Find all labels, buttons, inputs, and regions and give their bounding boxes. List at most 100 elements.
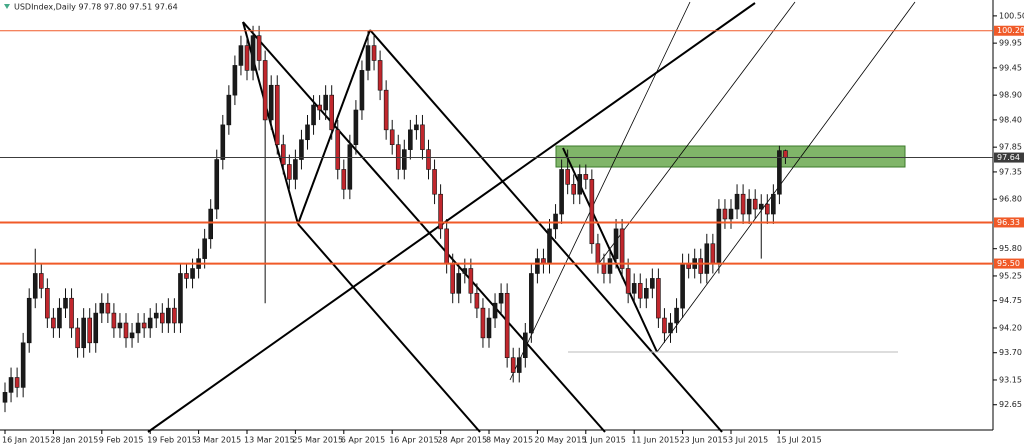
candle-body xyxy=(99,302,105,314)
candle-body xyxy=(401,149,407,170)
candle-body xyxy=(365,45,371,71)
candle-body xyxy=(420,124,425,150)
candle-body xyxy=(51,317,56,329)
candle-body xyxy=(408,129,413,150)
candle-body xyxy=(75,327,80,349)
y-tick-label: 95.25 xyxy=(999,271,1022,280)
resistance-zone xyxy=(555,145,906,168)
candle-body xyxy=(577,174,583,195)
candle-body xyxy=(547,228,552,264)
candle-body xyxy=(529,273,534,334)
candle-body xyxy=(492,302,498,319)
candle-body xyxy=(377,60,383,91)
x-tick-label: 25 Mar 2015 xyxy=(292,436,343,445)
candle-body xyxy=(462,268,468,274)
candle-body xyxy=(722,208,728,220)
candle-body xyxy=(438,193,443,230)
candle-body xyxy=(20,342,26,388)
candle-body xyxy=(341,169,347,190)
candle-body xyxy=(656,278,661,319)
candle-body xyxy=(105,302,111,314)
y-tick-label: 94.20 xyxy=(999,323,1022,332)
candle-body xyxy=(220,124,226,160)
level-label-box xyxy=(994,25,1024,36)
candle-body xyxy=(710,243,716,264)
candle-body xyxy=(190,268,195,279)
candle-body xyxy=(389,129,395,145)
candle-body xyxy=(698,258,704,274)
candle-body xyxy=(26,297,32,344)
drawings xyxy=(147,1,916,433)
candle-body xyxy=(764,203,770,215)
candle-body xyxy=(226,94,232,126)
candle-body xyxy=(650,278,655,289)
pitchfork-line xyxy=(242,21,606,433)
candle-body xyxy=(571,184,577,195)
candle-body xyxy=(250,35,256,71)
candle-body xyxy=(293,159,298,180)
x-tick-label: 15 Jul 2015 xyxy=(776,436,821,445)
y-tick-label: 97.85 xyxy=(999,143,1022,152)
x-tick-label: 20 May 2015 xyxy=(534,436,586,445)
candle-body xyxy=(93,312,99,344)
candle-body xyxy=(414,124,419,131)
candle-body xyxy=(559,169,564,215)
level-label-box xyxy=(994,217,1024,228)
level-label: 97.64 xyxy=(997,153,1020,162)
candle-body xyxy=(353,109,359,145)
x-tick-label: 16 Jan 2015 xyxy=(2,436,50,445)
level-label-box xyxy=(994,258,1024,269)
candle-body xyxy=(426,149,431,170)
candle-body xyxy=(280,144,286,165)
candle-body xyxy=(371,45,377,61)
pitchfork-line xyxy=(297,223,481,433)
candle-body xyxy=(299,139,304,160)
candle-body xyxy=(2,392,8,403)
candle-body xyxy=(607,258,613,274)
candle-body xyxy=(740,193,746,215)
candle-body xyxy=(262,60,268,121)
candle-body xyxy=(8,377,14,393)
x-tick-label: 6 Apr 2015 xyxy=(341,436,385,445)
x-tick-label: 19 Feb 2015 xyxy=(147,436,197,445)
x-tick-label: 3 Mar 2015 xyxy=(196,436,242,445)
x-tick-label: 9 Feb 2015 xyxy=(99,436,144,445)
x-tick-label: 3 Jul 2015 xyxy=(728,436,768,445)
candle-body xyxy=(14,377,20,388)
candle-body xyxy=(135,322,141,334)
candle-body xyxy=(601,263,607,274)
y-tick-label: 93.70 xyxy=(999,348,1022,357)
candle-body xyxy=(589,179,595,245)
y-tick-label: 94.75 xyxy=(999,296,1022,305)
candle-body xyxy=(117,322,123,329)
candle-body xyxy=(777,150,782,195)
y-tick-label: 100.50 xyxy=(999,11,1024,20)
candle-body xyxy=(595,243,601,264)
candle-body xyxy=(323,94,328,111)
candle-body xyxy=(32,273,38,299)
candle-body xyxy=(468,268,474,294)
candle-body xyxy=(456,273,462,294)
candle-body xyxy=(178,273,183,324)
level-label: 96.33 xyxy=(997,218,1020,227)
candle-body xyxy=(311,104,316,126)
x-tick-label: 16 Apr 2015 xyxy=(389,436,438,445)
candle-body xyxy=(510,357,516,373)
y-tick-label: 93.15 xyxy=(999,375,1022,384)
level-label: 95.50 xyxy=(997,259,1020,268)
candle-body xyxy=(619,228,625,269)
candle-body xyxy=(662,317,667,334)
candle-body xyxy=(637,283,643,299)
chart-header: USDIndex,Daily 97.78 97.80 97.51 97.64 xyxy=(14,3,178,12)
x-tick-label: 28 Jan 2015 xyxy=(50,436,98,445)
candle-body xyxy=(153,312,159,319)
x-tick-label: 1 Jun 2015 xyxy=(583,436,626,445)
y-tick-label: 99.95 xyxy=(999,39,1022,48)
candle-body xyxy=(783,150,788,158)
candle-body xyxy=(486,317,492,339)
channel-line xyxy=(656,1,916,353)
candle-body xyxy=(583,174,589,180)
candle-body xyxy=(202,238,207,259)
candle-body xyxy=(305,124,310,141)
